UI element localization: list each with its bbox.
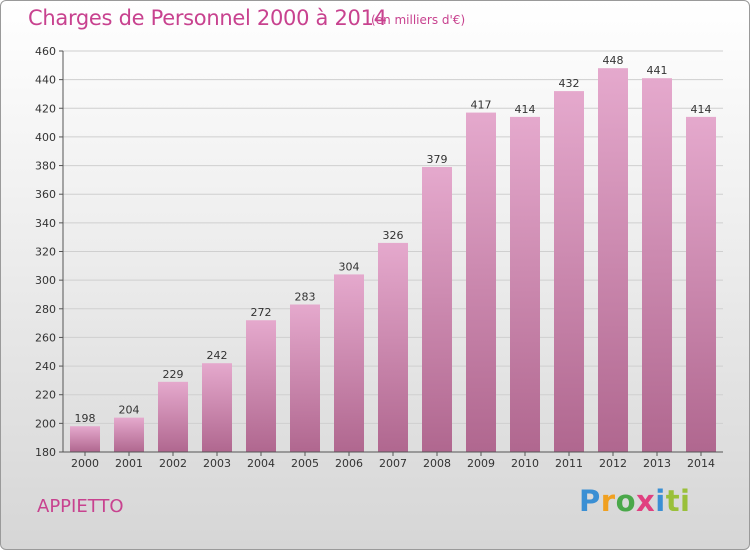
x-tick-label: 2008 xyxy=(423,457,451,470)
bar-2002 xyxy=(158,381,188,452)
x-tick-label: 2009 xyxy=(467,457,495,470)
bar-2005 xyxy=(290,304,320,452)
y-tick-label: 260 xyxy=(35,331,56,344)
x-tick-label: 2013 xyxy=(643,457,671,470)
bar-2009 xyxy=(466,112,496,452)
y-tick-label: 300 xyxy=(35,274,56,287)
y-tick-label: 280 xyxy=(35,303,56,316)
x-tick-label: 2006 xyxy=(335,457,363,470)
y-tick-label: 340 xyxy=(35,217,56,230)
x-tick-label: 2014 xyxy=(687,457,715,470)
data-label-2013: 441 xyxy=(647,64,668,77)
y-tick-label: 440 xyxy=(35,74,56,87)
data-label-2014: 414 xyxy=(691,103,712,116)
data-label-2000: 198 xyxy=(75,412,96,425)
x-tick-label: 2012 xyxy=(599,457,627,470)
x-tick-labels: 2000 2001 2002 2003 2004 2005 2006 2007 2008 2009… xyxy=(71,452,715,470)
data-label-2002: 229 xyxy=(163,368,184,381)
bar-2003 xyxy=(202,363,232,452)
bar-2000 xyxy=(70,426,100,452)
x-tick-label: 2005 xyxy=(291,457,319,470)
x-tick-label: 2002 xyxy=(159,457,187,470)
y-tick-label: 220 xyxy=(35,389,56,402)
data-labels: 198 204 229 242 272 283 304 326 379 417 414 432 448 4… xyxy=(75,54,712,425)
bar-2014 xyxy=(686,116,716,452)
y-tick-label: 420 xyxy=(35,102,56,115)
bars xyxy=(70,68,716,452)
data-label-2010: 414 xyxy=(515,103,536,116)
y-tick-label: 380 xyxy=(35,160,56,173)
bar-2010 xyxy=(510,116,540,452)
x-tick-label: 2003 xyxy=(203,457,231,470)
x-tick-label: 2011 xyxy=(555,457,583,470)
y-tick-label: 200 xyxy=(35,417,56,430)
bar-2007 xyxy=(378,242,408,452)
data-label-2011: 432 xyxy=(559,77,580,90)
chart-subtitle: (en milliers d'€) xyxy=(371,13,466,27)
data-label-2008: 379 xyxy=(427,153,448,166)
y-tick-label: 180 xyxy=(35,446,56,459)
bar-2013 xyxy=(642,78,672,452)
y-tick-labels: 180 200 220 240 260 280 300 320 340 360 380 400 420 4… xyxy=(35,45,56,459)
data-label-2001: 204 xyxy=(119,404,140,417)
data-label-2009: 417 xyxy=(471,99,492,112)
x-tick-label: 2010 xyxy=(511,457,539,470)
x-tick-label: 2001 xyxy=(115,457,143,470)
bar-2012 xyxy=(598,68,628,452)
y-tick-label: 400 xyxy=(35,131,56,144)
x-tick-label: 2000 xyxy=(71,457,99,470)
data-label-2012: 448 xyxy=(603,54,624,67)
proxiti-logo: Proxiti xyxy=(579,484,691,518)
bar-2006 xyxy=(334,274,364,452)
commune-name: APPIETTO xyxy=(37,496,124,517)
y-tick-label: 460 xyxy=(35,45,56,58)
x-tick-label: 2007 xyxy=(379,457,407,470)
data-label-2005: 283 xyxy=(295,290,316,303)
data-label-2004: 272 xyxy=(251,306,272,319)
bar-2011 xyxy=(554,91,584,452)
x-tick-label: 2004 xyxy=(247,457,275,470)
chart-title: Charges de Personnel 2000 à 2014 xyxy=(28,6,387,30)
bar-2008 xyxy=(422,167,452,452)
y-tick-label: 320 xyxy=(35,246,56,259)
data-label-2003: 242 xyxy=(207,349,228,362)
data-label-2006: 304 xyxy=(339,260,360,273)
bar-2004 xyxy=(246,320,276,452)
data-label-2007: 326 xyxy=(383,229,404,242)
y-tick-label: 240 xyxy=(35,360,56,373)
bar-2001 xyxy=(114,417,144,452)
y-tick-label: 360 xyxy=(35,188,56,201)
